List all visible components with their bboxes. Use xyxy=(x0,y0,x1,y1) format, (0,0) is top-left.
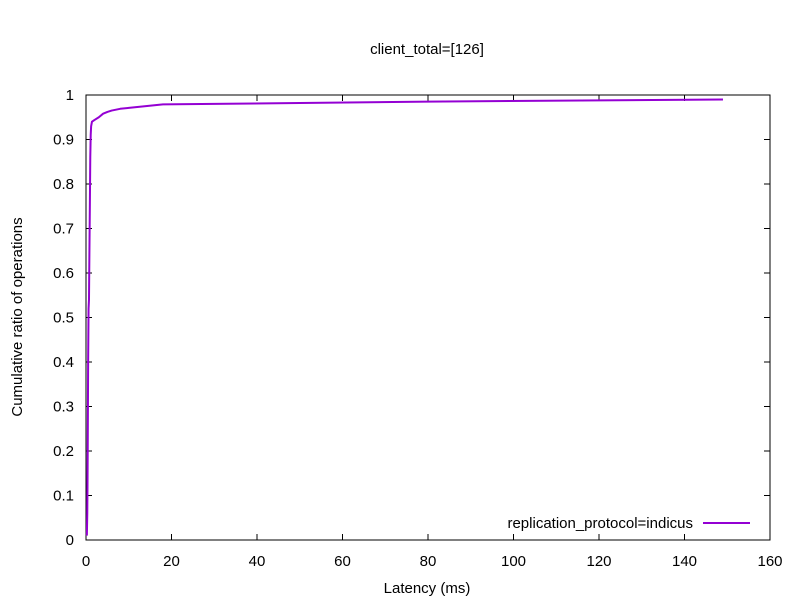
y-tick-label: 0.3 xyxy=(53,399,74,416)
x-tick-label: 60 xyxy=(334,553,351,570)
legend-label: replication_protocol=indicus xyxy=(507,515,693,532)
x-tick-label: 160 xyxy=(757,553,782,570)
x-tick-label: 80 xyxy=(420,553,437,570)
y-tick-label: 0.9 xyxy=(53,132,74,149)
y-tick-label: 0.5 xyxy=(53,310,74,327)
y-tick-label: 0.7 xyxy=(53,221,74,238)
x-tick-label: 120 xyxy=(586,553,611,570)
x-tick-label: 140 xyxy=(672,553,697,570)
y-tick-label: 1 xyxy=(66,87,74,104)
series-group xyxy=(85,98,723,536)
x-tick-label: 20 xyxy=(163,553,180,570)
chart-title: client_total=[126] xyxy=(370,41,484,58)
y-tick-label: 0 xyxy=(66,532,74,549)
tick-group: 0 20 40 60 80 100 120 140 160 0 0.1 0.2 0.3 0.4 0.5 0.6… xyxy=(53,87,782,570)
x-tick-label: 0 xyxy=(82,553,90,570)
legend: replication_protocol=indicus xyxy=(507,515,750,532)
y-tick-label: 0.8 xyxy=(53,176,74,193)
x-tick-label: 100 xyxy=(501,553,526,570)
y-axis-label: Cumulative ratio of operations xyxy=(9,217,26,416)
y-tick-label: 0.6 xyxy=(53,265,74,282)
x-axis-label: Latency (ms) xyxy=(384,580,471,597)
plot-frame xyxy=(85,94,771,541)
y-tick-label: 0.4 xyxy=(53,354,74,371)
x-tick-label: 40 xyxy=(249,553,266,570)
y-tick-label: 0.2 xyxy=(53,443,74,460)
y-tick-label: 0.1 xyxy=(53,488,74,505)
series-line xyxy=(85,98,723,536)
